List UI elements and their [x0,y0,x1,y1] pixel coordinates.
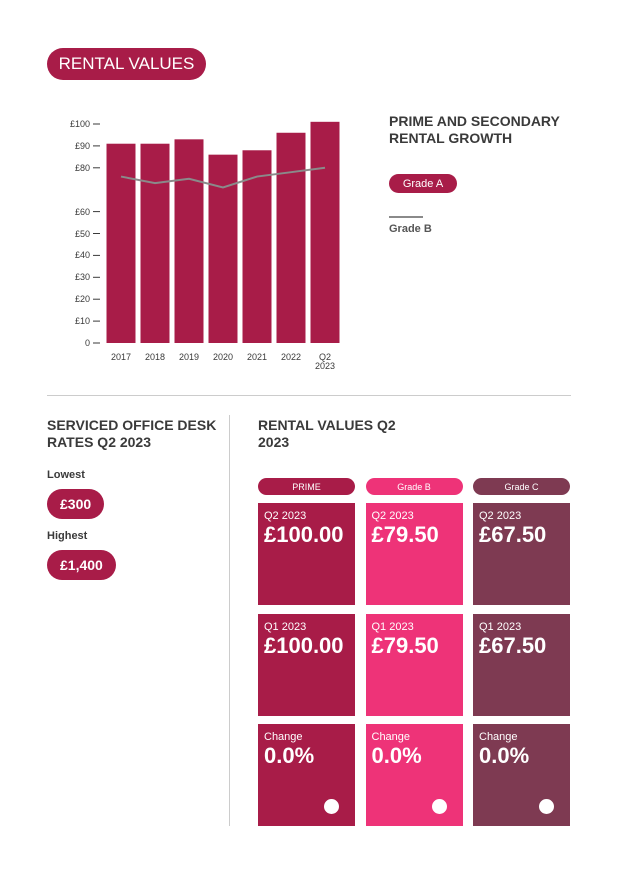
dot-icon [539,799,554,814]
dot-icon [431,799,447,814]
legend-swatch [389,216,423,218]
bar [140,143,170,343]
cell-period: Q1 2023 [371,621,414,633]
cell-period: Change [479,731,518,743]
column-name: Grade B [397,481,431,492]
line [120,166,326,189]
table-cell: Q2 2023 £79.50 [365,503,463,605]
table-cell: Change 0.0% [365,724,463,826]
legend-item: Grade A [389,174,457,193]
table-cell: Q2 2023 £100.00 [258,503,355,605]
y-tick-label: £50 [74,228,90,239]
x-tick-label: 2019 [178,352,200,362]
cell-period: Q2 2023 [371,510,414,522]
table-cell: Change 0.0% [258,724,355,826]
cell-value: £100.00 [264,633,344,658]
column-name: PRIME [292,481,321,492]
rate-value: £1,400 [60,557,103,573]
y-tick-label: £10 [74,316,90,327]
column-header: Grade C [473,478,570,495]
table-cell: Q1 2023 £67.50 [473,614,570,716]
bar [242,150,272,343]
x-tick-label: 2018 [144,352,166,362]
dot-icon [324,799,339,814]
y-tick-label: £100 [69,119,90,129]
table-title: RENTAL VALUES Q2 2023 [258,417,396,450]
y-tick-label: £30 [74,272,90,283]
divider [229,415,230,826]
table-cell: Change 0.0% [473,724,570,826]
column-header: Grade B [365,478,463,495]
chart: 0 £10 £20 £30 £40 £50 £60 £80 £90 £100 2017 2018 201… [0,0,618,390]
cell-value: £67.50 [479,522,547,547]
bar [106,143,136,343]
cell-period: Q2 2023 [479,510,522,522]
rate-label: Lowest [47,469,85,481]
y-tick-label: £80 [74,162,90,173]
desk-title: SERVICED OFFICE DESK RATES Q2 2023 [47,417,217,450]
x-tick-label: 2022 [280,352,302,362]
cell-value: £100.00 [264,522,344,547]
table-cell: Q2 2023 £67.50 [473,503,570,605]
rate-pill: £300 [47,489,105,519]
y-tick-label: £40 [74,250,90,261]
header-pill: RENTAL VALUES [47,48,206,80]
x-tick-label: Q2 2023 [314,352,336,371]
y-tick-label: £60 [74,206,90,217]
divider [47,395,571,396]
cell-period: Change [264,731,303,743]
cell-period: Q1 2023 [264,621,307,633]
cell-value: 0.0% [479,743,530,768]
cell-value: £79.50 [371,522,439,547]
cell-value: £67.50 [479,633,547,658]
rate-pill: £1,400 [47,550,116,580]
rate-value: £300 [60,496,92,512]
bar [208,154,238,343]
y-tick-label: £20 [74,294,90,305]
column-name: Grade C [504,481,539,492]
y-tick-label: £90 [74,140,90,151]
chart-title: PRIME AND SECONDARY RENTAL GROWTH [389,113,560,146]
bar [310,121,340,343]
cell-period: Q1 2023 [479,621,522,633]
cell-value: 0.0% [264,743,315,768]
table-cell: Q1 2023 £79.50 [365,614,463,716]
cell-value: 0.0% [371,743,422,768]
plot [93,121,340,344]
cell-period: Change [371,731,411,743]
cell-period: Q2 2023 [264,510,307,522]
legend-label: Grade A [402,177,444,190]
bar [276,132,306,343]
x-tick-label: 2021 [246,352,268,362]
header-title: RENTAL VALUES [58,54,195,73]
x-tick-label: 2017 [110,352,132,362]
bar [174,139,204,343]
y-tick-label: 0 [84,338,90,348]
legend-label: Grade B [389,223,432,235]
x-tick-label: 2020 [212,352,234,362]
column-header: PRIME [258,478,355,495]
cell-value: £79.50 [371,633,439,658]
rate-label: Highest [47,530,88,542]
table-cell: Q1 2023 £100.00 [258,614,355,716]
